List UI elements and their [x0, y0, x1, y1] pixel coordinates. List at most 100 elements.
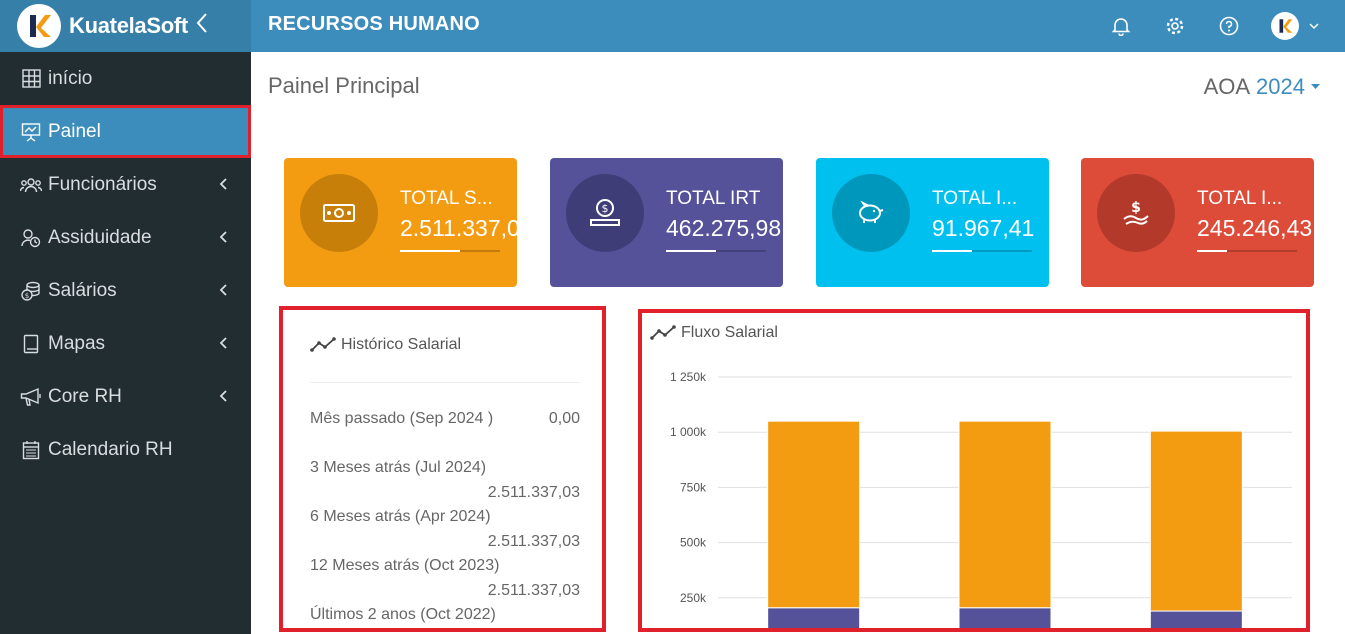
sidebar-item-painel[interactable]: Painel	[0, 105, 251, 158]
chevron-down-icon	[1309, 23, 1319, 30]
brand: KuatelaSoft	[0, 0, 251, 52]
info-box-label: TOTAL I...	[932, 188, 1018, 209]
bar-segment[interactable]	[958, 420, 1052, 609]
info-box-value: 245.246,43	[1197, 215, 1313, 241]
book-icon	[20, 333, 42, 355]
info-box-value: 2.511.337,03	[400, 215, 517, 241]
currency-label: AOA	[1203, 74, 1251, 99]
sidebar-item-inicio[interactable]: início	[0, 52, 251, 105]
line-chart-icon	[650, 325, 676, 340]
hist-label: Mês passado (Sep 2024 )	[310, 410, 494, 427]
hist-value: 0,00	[548, 410, 580, 427]
sidebar: início Painel Funcionários Assiduidade $…	[0, 52, 251, 634]
sidebar-item-label: Painel	[48, 120, 101, 142]
panel-title: Fluxo Salarial	[650, 324, 778, 342]
chart-title: Fluxo Salarial	[681, 324, 778, 341]
sidebar-item-assiduidade[interactable]: Assiduidade	[0, 211, 251, 264]
content-wrapper: Painel Principal AOA 2024 TOTAL S... 2.5…	[251, 52, 1345, 634]
piggy-bank-icon	[859, 201, 884, 223]
k-logo-icon	[1279, 19, 1293, 33]
hand-dollar-icon: $	[1123, 200, 1149, 225]
sidebar-toggle-button[interactable]	[196, 12, 208, 40]
info-box-progress	[1197, 250, 1297, 252]
list-item: Últimos 2 anos (Oct 2022)	[310, 606, 580, 624]
chevron-left-icon	[219, 337, 227, 349]
info-box-icon-circle	[300, 174, 378, 252]
hist-value: 2.511.337,03	[487, 533, 580, 550]
caret-down-icon	[1311, 84, 1320, 89]
sidebar-item-label: Salários	[48, 279, 117, 301]
hist-label: Últimos 2 anos (Oct 2022)	[310, 606, 496, 623]
year-selector[interactable]: AOA 2024	[1204, 74, 1320, 100]
info-box-total-salario: TOTAL S... 2.511.337,03	[284, 158, 517, 287]
coins-icon: $	[20, 280, 42, 302]
bar-segment[interactable]	[767, 607, 861, 632]
historico-salarial-panel: Histórico Salarial Mês passado (Sep 2024…	[279, 306, 606, 632]
bar-segment[interactable]	[767, 420, 861, 609]
sidebar-item-calendario-rh[interactable]: Calendario RH	[0, 423, 251, 476]
user-clock-icon	[20, 227, 42, 249]
chevron-left-icon	[219, 284, 227, 296]
k-logo-icon	[22, 9, 56, 43]
sidebar-item-label: Funcionários	[48, 173, 157, 195]
info-box-progress-fill	[666, 250, 716, 252]
sidebar-item-mapas[interactable]: Mapas	[0, 317, 251, 370]
notifications-button[interactable]	[1109, 14, 1133, 38]
list-item: Mês passado (Sep 2024 )	[310, 410, 580, 428]
hist-label: 12 Meses atrás (Oct 2023)	[310, 557, 500, 574]
top-navbar: KuatelaSoft RECURSOS HUMANO	[0, 0, 1345, 52]
y-tick-label: 1 250k	[670, 370, 707, 384]
fluxo-salarial-panel: Fluxo Salarial 250k 500k 750k 1 000k 1 250k	[638, 309, 1310, 632]
bell-icon	[1111, 18, 1131, 36]
users-icon	[20, 174, 42, 196]
fluxo-salarial-chart: 250k 500k 750k 1 000k 1 250k	[670, 370, 1292, 632]
list-item: 6 Meses atrás (Apr 2024)	[310, 508, 580, 526]
info-box-icon-circle: $	[1097, 174, 1175, 252]
sidebar-item-label: Assiduidade	[48, 226, 152, 248]
question-circle-icon	[1219, 16, 1239, 36]
info-box-progress-fill	[932, 250, 972, 252]
help-button[interactable]	[1217, 14, 1241, 38]
hist-label: 3 Meses atrás (Jul 2024)	[310, 459, 487, 476]
hist-label: 6 Meses atrás (Apr 2024)	[310, 508, 491, 525]
chevron-left-icon	[219, 178, 227, 190]
list-item: 3 Meses atrás (Jul 2024)	[310, 459, 580, 477]
panel-title: Histórico Salarial	[310, 336, 461, 354]
info-box-icon-circle: $	[566, 174, 644, 252]
info-box-total-irt: $ TOTAL IRT 462.275,98	[550, 158, 783, 287]
y-tick-label: 500k	[680, 536, 707, 550]
y-tick-label: 250k	[680, 591, 707, 605]
content-header: Painel Principal AOA 2024	[251, 52, 1345, 120]
y-tick-label: 1 000k	[670, 425, 707, 439]
info-box-total-inss: TOTAL I... 91.967,41	[816, 158, 1049, 287]
line-chart-icon	[310, 337, 336, 352]
list-item: 12 Meses atrás (Oct 2023)	[310, 557, 580, 575]
info-box-value: 91.967,41	[932, 215, 1035, 241]
info-box-progress	[400, 250, 500, 252]
y-tick-label: 750k	[680, 480, 707, 494]
brand-name: KuatelaSoft	[69, 13, 188, 38]
user-menu[interactable]	[1271, 12, 1319, 40]
sidebar-item-core-rh[interactable]: Core RH	[0, 370, 251, 423]
bar-segment[interactable]	[1149, 610, 1243, 632]
bar-segment[interactable]	[958, 607, 1052, 632]
sidebar-item-funcionarios[interactable]: Funcionários	[0, 158, 251, 211]
year-value: 2024	[1256, 74, 1305, 99]
top-icons	[1109, 0, 1319, 52]
info-box-label: TOTAL I...	[1197, 188, 1283, 209]
info-box-progress	[932, 250, 1032, 252]
sidebar-item-label: Calendario RH	[48, 438, 173, 460]
info-box-total-i: $ TOTAL I... 245.246,43	[1081, 158, 1314, 287]
coin-hand-icon: $	[590, 199, 620, 226]
gear-icon	[1166, 17, 1184, 35]
bar-segment[interactable]	[1149, 430, 1243, 612]
historico-title: Histórico Salarial	[341, 336, 462, 353]
info-box-progress-fill	[1197, 250, 1227, 252]
brand-logo[interactable]	[17, 4, 61, 48]
sidebar-item-salarios[interactable]: $ Salários	[0, 264, 251, 317]
info-box-progress	[666, 250, 766, 252]
calendar-icon	[20, 439, 42, 461]
grid-icon	[20, 68, 42, 90]
module-title: RECURSOS HUMANO	[268, 13, 480, 35]
settings-button[interactable]	[1163, 14, 1187, 38]
